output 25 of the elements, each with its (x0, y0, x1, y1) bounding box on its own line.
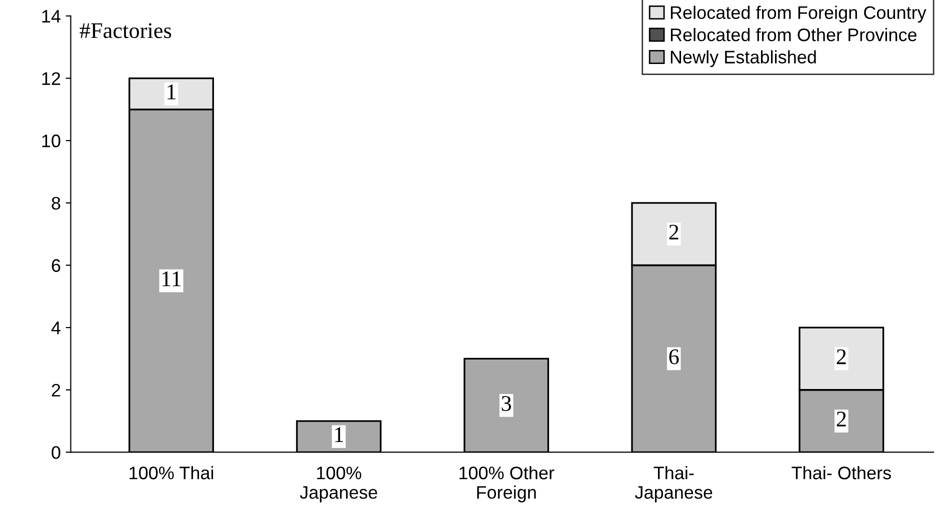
y-tick-label: 0 (52, 446, 60, 459)
y-tick-label: 14 (42, 10, 60, 22)
data-label: 3 (502, 396, 512, 412)
x-tick-label: Thai- Japanese (635, 466, 712, 502)
x-tick-label: 100% Japanese (300, 466, 378, 502)
data-label: 2 (669, 224, 678, 240)
data-label: 1 (335, 427, 344, 442)
data-label: 11 (162, 271, 181, 286)
y-tick-label: 8 (52, 196, 60, 210)
x-tick-label: Thai- Others (792, 466, 891, 480)
data-label: 6 (669, 349, 679, 364)
legend-label: Relocated from Foreign Country (670, 6, 926, 23)
legend-label: Newly Established (670, 50, 816, 68)
y-tick-label: 4 (51, 322, 60, 334)
y-tick-label: 2 (52, 384, 60, 396)
y-tick-label: 12 (42, 72, 60, 85)
x-tick-label: 100% Thai (130, 466, 214, 480)
y-axis-title: #Factories (80, 23, 172, 38)
x-tick-label: 100% Other Foreign (460, 466, 554, 502)
data-label: 2 (836, 412, 846, 426)
data-label: 1 (168, 84, 176, 100)
legend-label: Relocated from Other Province (670, 28, 917, 42)
data-label: 2 (836, 349, 846, 364)
y-tick-label: 6 (52, 259, 60, 272)
y-tick-label: 10 (42, 134, 60, 148)
